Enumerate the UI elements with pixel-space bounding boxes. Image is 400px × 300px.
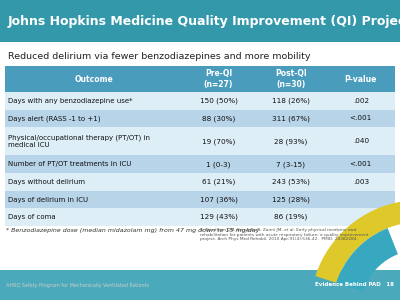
FancyBboxPatch shape	[5, 127, 395, 155]
Text: AHRQ Safety Program for Mechanically Ventilated Patients: AHRQ Safety Program for Mechanically Ven…	[6, 283, 149, 287]
FancyBboxPatch shape	[0, 42, 400, 270]
Text: Johns Hopkins Medicine Quality Improvement (QI) Project⁹: Johns Hopkins Medicine Quality Improveme…	[8, 14, 400, 28]
Text: <.001: <.001	[350, 161, 372, 167]
FancyBboxPatch shape	[5, 191, 395, 208]
Text: <.001: <.001	[350, 116, 372, 122]
Text: 7 (3-15): 7 (3-15)	[276, 161, 305, 167]
Text: Days with any benzodiazepine use*: Days with any benzodiazepine use*	[8, 98, 132, 104]
FancyBboxPatch shape	[5, 110, 395, 127]
Text: Reduced delirium via fewer benzodiazepines and more mobility: Reduced delirium via fewer benzodiazepin…	[8, 52, 310, 61]
Text: 125 (28%): 125 (28%)	[272, 196, 310, 203]
Text: Outcome: Outcome	[74, 74, 113, 83]
FancyBboxPatch shape	[0, 0, 400, 42]
Text: Physical/occupational therapy (PT/OT) in
medical ICU: Physical/occupational therapy (PT/OT) in…	[8, 135, 150, 148]
Text: Days without delirium: Days without delirium	[8, 179, 85, 185]
FancyBboxPatch shape	[5, 66, 395, 92]
Text: 150 (50%): 150 (50%)	[200, 98, 238, 104]
Text: 19 (70%): 19 (70%)	[202, 138, 235, 145]
Text: 311 (67%): 311 (67%)	[272, 115, 310, 122]
FancyBboxPatch shape	[0, 270, 400, 300]
FancyBboxPatch shape	[5, 208, 395, 226]
Text: 9. Needham DM, Korupolu R, Zanni JM, et al. Early physical medicine and
rehabili: 9. Needham DM, Korupolu R, Zanni JM, et …	[200, 228, 368, 241]
Text: .040: .040	[353, 138, 369, 144]
FancyBboxPatch shape	[5, 155, 395, 173]
Text: 118 (26%): 118 (26%)	[272, 98, 310, 104]
Text: Days alert (RASS -1 to +1): Days alert (RASS -1 to +1)	[8, 115, 100, 122]
Text: Post-QI
(n=30): Post-QI (n=30)	[275, 69, 306, 89]
Text: 28 (93%): 28 (93%)	[274, 138, 307, 145]
Text: 107 (36%): 107 (36%)	[200, 196, 238, 203]
Text: P-value: P-value	[345, 74, 377, 83]
Text: Evidence Behind PAD   18: Evidence Behind PAD 18	[315, 283, 394, 287]
Text: * Benzodiazepine dose (median midazolam mg) from 47 mg down to 15 mg/day: * Benzodiazepine dose (median midazolam …	[6, 228, 259, 233]
Polygon shape	[315, 201, 400, 283]
Text: Pre-QI
(n=27): Pre-QI (n=27)	[204, 69, 233, 89]
Polygon shape	[336, 228, 398, 292]
FancyBboxPatch shape	[5, 92, 395, 110]
Text: 61 (21%): 61 (21%)	[202, 179, 235, 185]
Text: 129 (43%): 129 (43%)	[200, 214, 238, 220]
FancyBboxPatch shape	[5, 173, 395, 191]
Text: 86 (19%): 86 (19%)	[274, 214, 307, 220]
Text: Days of delirium in ICU: Days of delirium in ICU	[8, 196, 88, 202]
Text: .002: .002	[353, 98, 369, 104]
Text: .003: .003	[353, 179, 369, 185]
Text: 243 (53%): 243 (53%)	[272, 179, 310, 185]
Text: 88 (30%): 88 (30%)	[202, 115, 235, 122]
Text: Days of coma: Days of coma	[8, 214, 56, 220]
Text: Number of PT/OT treatments in ICU: Number of PT/OT treatments in ICU	[8, 161, 131, 167]
Text: 1 (0-3): 1 (0-3)	[206, 161, 231, 167]
